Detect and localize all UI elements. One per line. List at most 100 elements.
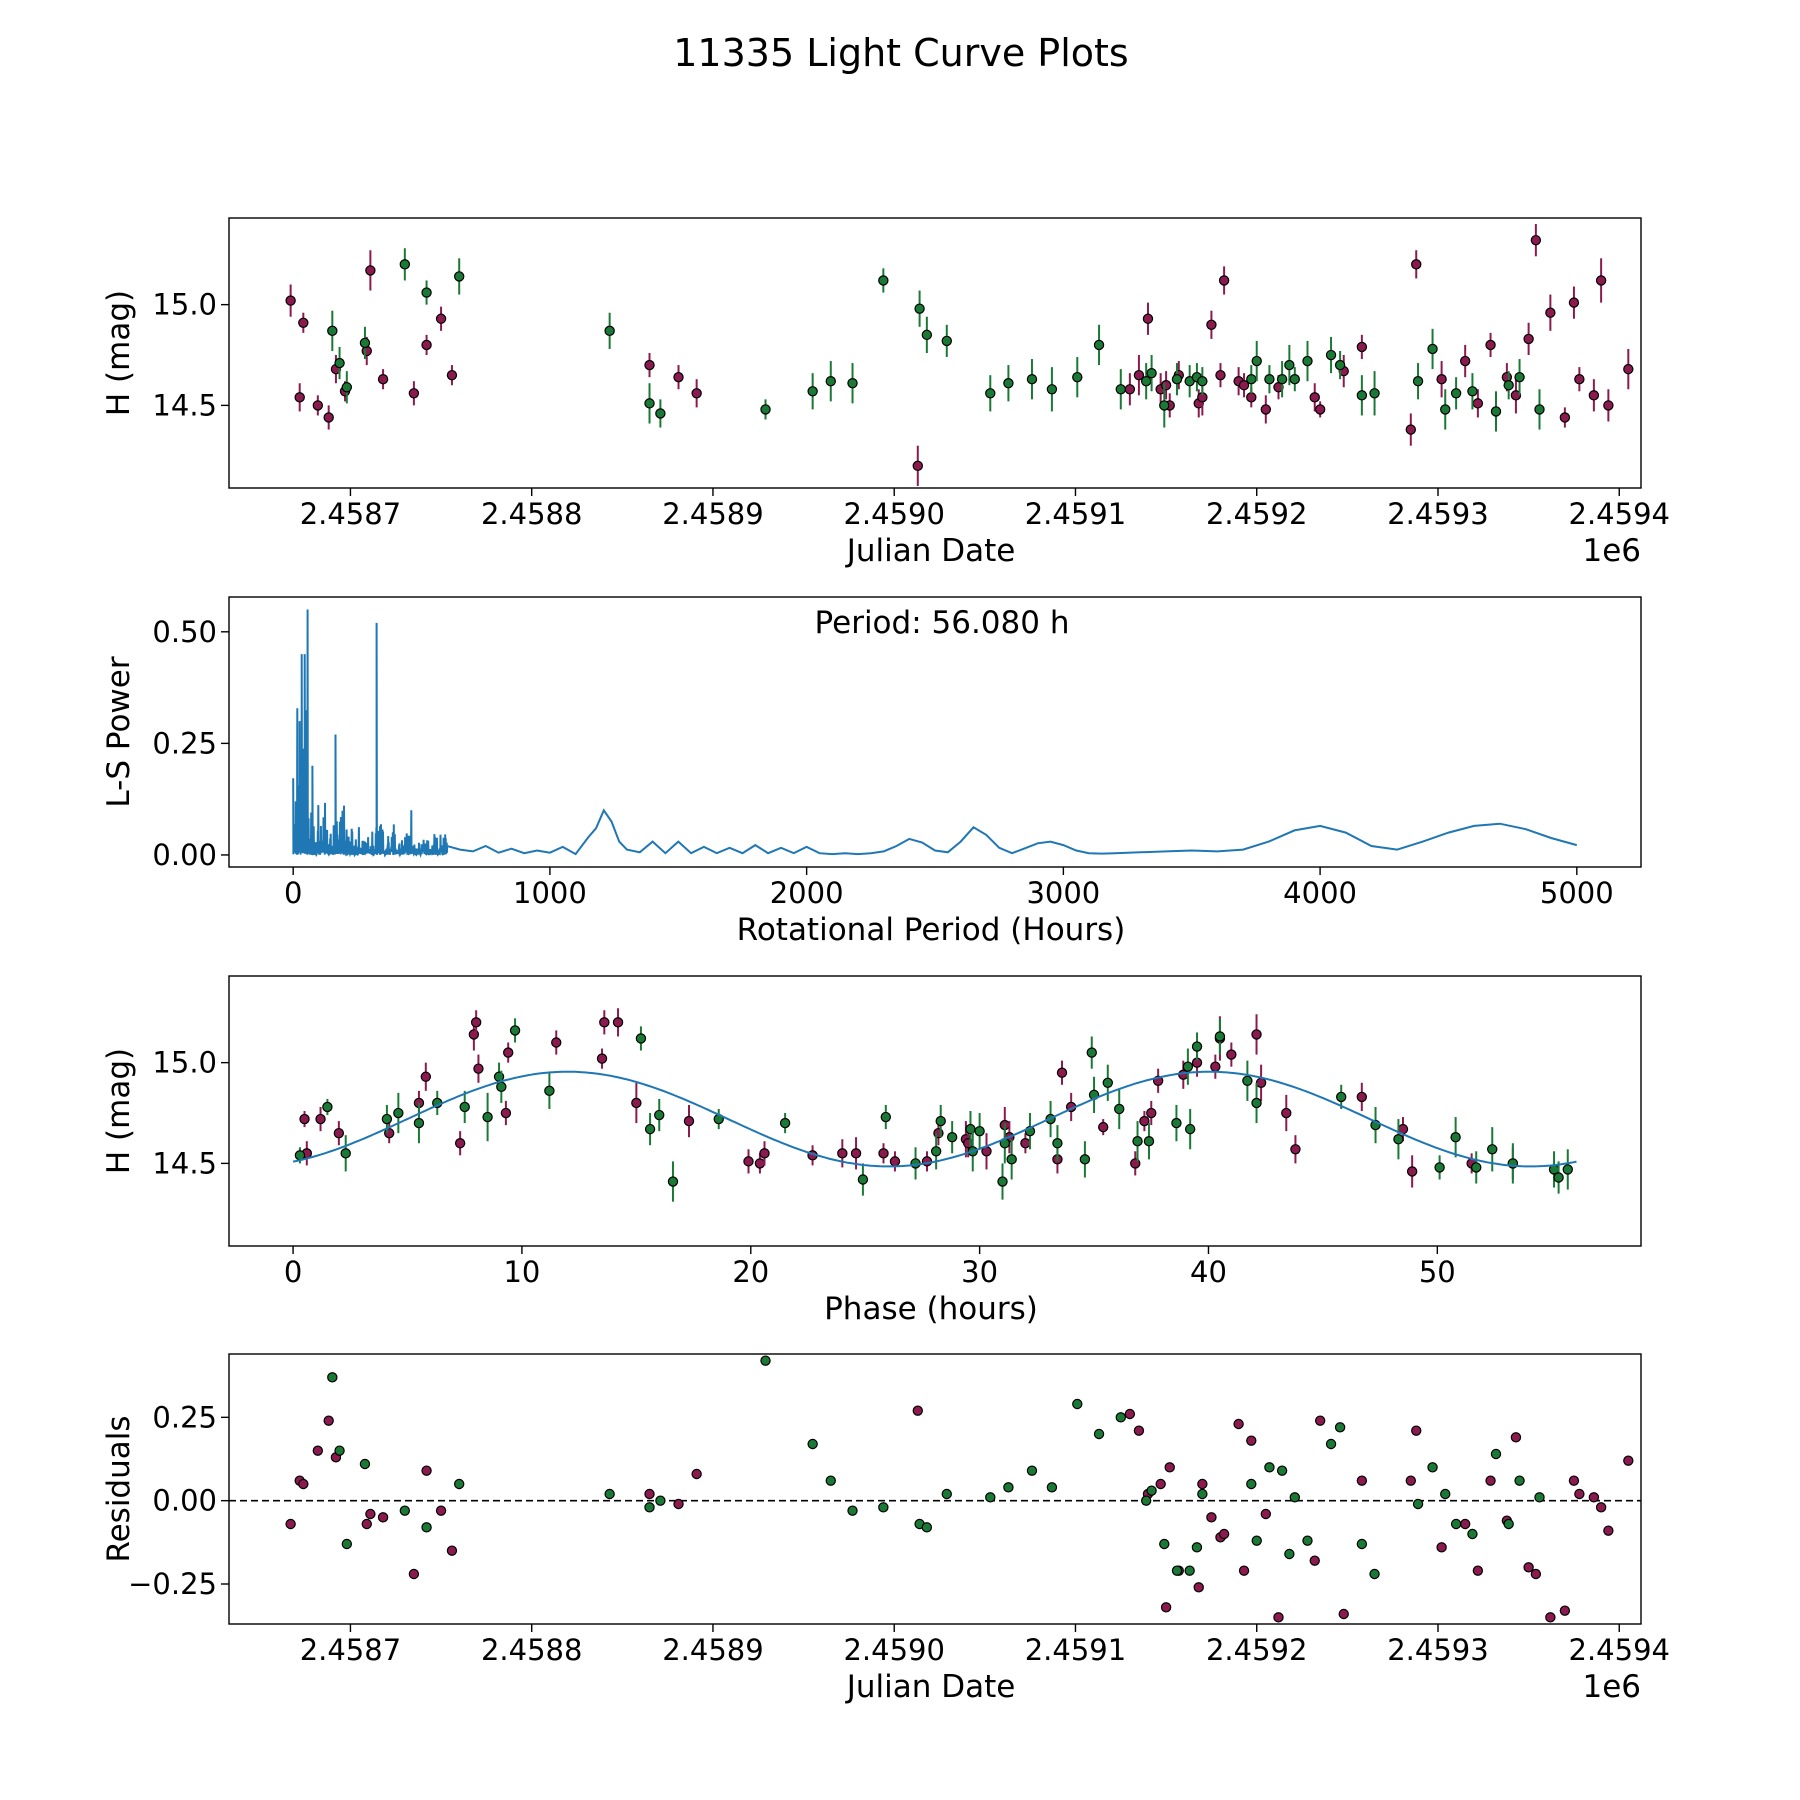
data-point	[878, 275, 889, 286]
data-point	[1302, 1535, 1313, 1546]
data-point	[1467, 386, 1478, 397]
data-point	[298, 317, 309, 328]
data-point	[1133, 369, 1145, 381]
x-offset-label: 1e6	[1582, 1669, 1641, 1705]
data-point	[312, 1445, 324, 1456]
data-point	[399, 1505, 411, 1516]
data-point	[1411, 259, 1422, 270]
data-point	[1238, 380, 1250, 391]
data-point	[500, 1107, 512, 1119]
data-point	[1471, 1162, 1482, 1173]
data-point	[935, 1115, 946, 1127]
data-point	[760, 404, 771, 415]
data-point	[654, 1109, 665, 1121]
data-point	[1514, 371, 1525, 383]
periodogram-panel: 0 1000 2000 3000 4000 5000 0.00 0.25 0.50 Rotatio…	[101, 596, 1642, 948]
data-point	[359, 1458, 371, 1470]
x-offset-label: 1e6	[1582, 533, 1641, 569]
data-point	[1472, 1565, 1484, 1576]
data-point	[946, 1131, 958, 1143]
data-point	[1284, 1548, 1295, 1560]
x-tick-label: 2.4594	[1569, 1633, 1670, 1667]
data-point	[1523, 1562, 1534, 1573]
data-point	[1260, 1508, 1271, 1520]
data-point	[1559, 412, 1571, 423]
data-point	[1140, 376, 1152, 387]
data-point	[1102, 1077, 1113, 1088]
data-point	[446, 369, 458, 381]
data-point	[1003, 1482, 1014, 1493]
data-point	[365, 265, 376, 276]
data-point	[1595, 275, 1607, 286]
data-point	[1412, 376, 1424, 387]
data-point	[322, 1101, 333, 1113]
data-point	[459, 1101, 470, 1113]
data-point	[673, 1498, 684, 1510]
data-point	[408, 1568, 420, 1580]
x-tick-label: 2.4590	[843, 497, 944, 531]
data-point	[760, 1355, 771, 1366]
x-axis-label: Phase (hours)	[824, 1291, 1038, 1327]
data-point	[1309, 1555, 1320, 1566]
data-point	[1164, 1462, 1175, 1473]
data-point	[470, 1017, 482, 1028]
data-point	[1545, 1612, 1556, 1623]
data-point	[1098, 1121, 1109, 1133]
data-point	[1356, 390, 1368, 401]
data-point	[453, 1478, 465, 1490]
data-point	[1325, 349, 1337, 361]
data-point	[1193, 1582, 1204, 1593]
data-point	[421, 1522, 432, 1533]
data-point	[421, 339, 432, 351]
data-point	[807, 386, 818, 397]
x-tick-label: 2.4587	[300, 1633, 401, 1667]
data-point	[323, 412, 334, 423]
data-point	[850, 1148, 862, 1159]
data-point	[1251, 1535, 1262, 1546]
data-point	[446, 1545, 458, 1556]
data-point	[413, 1117, 425, 1129]
data-point	[1026, 373, 1038, 385]
x-tick-label: 20	[732, 1255, 769, 1289]
data-point	[1246, 392, 1257, 403]
y-tick-label: 0.00	[152, 1484, 217, 1518]
data-point	[1273, 1612, 1284, 1623]
data-point	[327, 1372, 338, 1383]
x-tick-label: 4000	[1283, 876, 1357, 910]
data-point	[1197, 1488, 1208, 1500]
data-point	[1052, 1138, 1063, 1149]
data-point	[1369, 1568, 1380, 1580]
data-point	[298, 1478, 309, 1490]
data-point	[807, 1438, 818, 1450]
phased-panel: 0 10 20 30 40 50 14.5 15.0 Phase (hours) H (mag)	[101, 975, 1642, 1327]
data-point	[1334, 359, 1346, 371]
data-point	[399, 259, 411, 270]
data-point	[1450, 1518, 1462, 1530]
x-tick-label: 2.4591	[1025, 1633, 1126, 1667]
data-point	[912, 460, 923, 472]
data-point	[1056, 1067, 1068, 1078]
data-point	[359, 337, 371, 349]
data-point	[1226, 1049, 1237, 1060]
data-point	[1436, 373, 1447, 385]
y-tick-label: 14.5	[152, 388, 217, 422]
data-point	[985, 388, 996, 399]
y-tick-label: 15.0	[152, 288, 217, 322]
data-point	[1114, 1103, 1125, 1115]
data-point	[847, 1505, 858, 1516]
data-point	[1003, 378, 1014, 389]
data-point	[1233, 1418, 1244, 1430]
data-point	[673, 371, 684, 383]
data-point	[631, 1097, 642, 1109]
data-point	[1281, 1107, 1292, 1119]
data-point	[1289, 373, 1300, 385]
data-point	[1139, 1115, 1150, 1127]
data-point	[1159, 400, 1170, 411]
y-tick-label: 0.25	[152, 726, 217, 760]
data-point	[1450, 1131, 1461, 1143]
data-point	[1184, 1565, 1195, 1576]
y-tick-label: −0.25	[128, 1567, 217, 1601]
period-annotation: Period: 56.080 h	[815, 605, 1070, 641]
data-point	[1406, 1166, 1418, 1177]
